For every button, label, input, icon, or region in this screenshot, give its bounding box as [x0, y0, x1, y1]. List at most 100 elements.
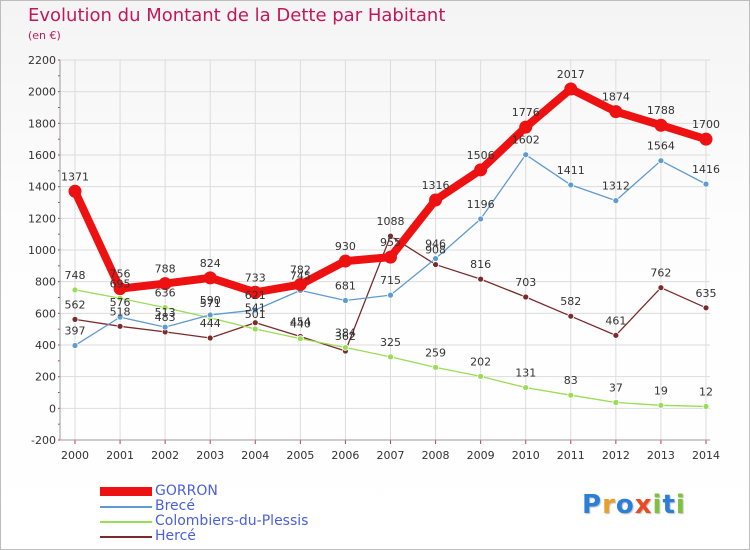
x-tick-label: 2007	[377, 449, 405, 462]
data-label: 518	[110, 305, 131, 318]
data-label: 1088	[377, 215, 405, 228]
logo-letter: o	[615, 490, 635, 520]
data-label: 788	[155, 263, 176, 276]
data-label: 454	[290, 315, 311, 328]
data-point	[71, 315, 79, 323]
data-label: 2017	[557, 68, 585, 81]
data-point	[519, 120, 533, 134]
x-tick-label: 2009	[467, 449, 495, 462]
x-tick-label: 2012	[602, 449, 630, 462]
data-label: 513	[155, 306, 176, 319]
data-label: 733	[245, 271, 266, 284]
chart-title: Evolution du Montant de la Dette par Hab…	[28, 5, 446, 26]
data-label: 19	[654, 384, 668, 397]
data-point	[654, 118, 668, 132]
data-label: 946	[425, 238, 446, 251]
x-tick-label: 2005	[286, 449, 314, 462]
data-label: 908	[425, 244, 446, 257]
data-point	[432, 363, 439, 371]
data-point	[429, 193, 443, 207]
logo-letter: i	[675, 490, 686, 520]
data-point	[161, 304, 169, 312]
data-label: 748	[65, 269, 86, 282]
x-tick-label: 2002	[151, 449, 179, 462]
data-point	[387, 232, 394, 240]
data-point	[203, 271, 217, 285]
data-point	[702, 180, 710, 188]
x-tick-label: 2011	[557, 449, 585, 462]
y-tick-label: 1400	[28, 181, 56, 194]
data-label: 745	[290, 269, 311, 282]
data-point	[564, 82, 578, 96]
data-label: 930	[335, 240, 356, 253]
data-label: 1700	[692, 118, 720, 131]
data-label: 440	[290, 318, 311, 331]
data-label: 621	[245, 289, 266, 302]
data-point	[612, 197, 620, 205]
data-label: 816	[470, 258, 491, 271]
data-point	[609, 105, 623, 119]
legend-swatch-gorron	[100, 487, 152, 496]
x-tick-label: 2006	[331, 449, 359, 462]
data-label: 541	[245, 302, 266, 315]
logo-letter: i	[652, 490, 663, 520]
legend-label-herce: Hercé	[155, 528, 196, 544]
data-label: 576	[110, 296, 131, 309]
data-label: 1788	[647, 104, 675, 117]
data-label: 1196	[467, 198, 495, 211]
data-point	[699, 132, 713, 146]
data-point	[567, 391, 575, 399]
data-label: 501	[245, 308, 266, 321]
y-tick-label: 1800	[28, 117, 56, 130]
data-point	[387, 353, 394, 361]
data-label: 1416	[692, 163, 720, 176]
data-label: 1506	[467, 149, 495, 162]
proxiti-logo: Proxiti	[582, 490, 686, 520]
y-tick-label: 1600	[28, 149, 56, 162]
data-point	[522, 384, 530, 391]
data-label: 397	[65, 324, 86, 337]
data-label: 681	[335, 280, 356, 293]
data-point	[158, 277, 172, 291]
y-tick-label: 1000	[28, 244, 56, 257]
data-label: 635	[696, 287, 717, 300]
y-tick-label: 800	[35, 276, 56, 289]
y-tick-label: 200	[35, 371, 56, 384]
data-label: 384	[335, 327, 356, 340]
data-label: 1564	[647, 140, 675, 153]
data-label: 703	[515, 276, 536, 289]
data-point	[657, 157, 665, 165]
data-label: 259	[425, 346, 446, 359]
data-label: 562	[65, 298, 86, 311]
data-label: 37	[609, 381, 623, 394]
legend-swatch-brece	[100, 506, 152, 508]
data-label: 955	[380, 236, 401, 249]
y-tick-label: 1200	[28, 212, 56, 225]
x-tick-label: 2001	[106, 449, 134, 462]
data-point	[612, 399, 620, 406]
data-label: 762	[650, 267, 671, 280]
y-tick-label: 400	[35, 339, 56, 352]
data-label: 12	[699, 385, 713, 398]
data-label: 571	[200, 297, 221, 310]
data-label: 444	[200, 317, 221, 330]
data-point	[522, 151, 530, 159]
data-point	[477, 275, 485, 283]
x-tick-label: 2000	[61, 449, 89, 462]
logo-letter: x	[634, 490, 653, 520]
x-tick-label: 2004	[241, 449, 269, 462]
data-point	[116, 294, 124, 302]
data-point	[612, 331, 620, 339]
data-label: 1312	[602, 180, 630, 193]
data-label: 695	[110, 277, 131, 290]
data-label: 483	[155, 311, 176, 324]
data-point	[161, 323, 169, 331]
data-point	[68, 184, 82, 198]
data-label: 131	[515, 367, 536, 380]
data-point	[567, 181, 575, 189]
data-label: 202	[470, 355, 491, 368]
logo-letter: P	[582, 490, 603, 520]
data-point	[248, 285, 262, 299]
x-tick-label: 2013	[647, 449, 675, 462]
data-point	[296, 335, 304, 343]
